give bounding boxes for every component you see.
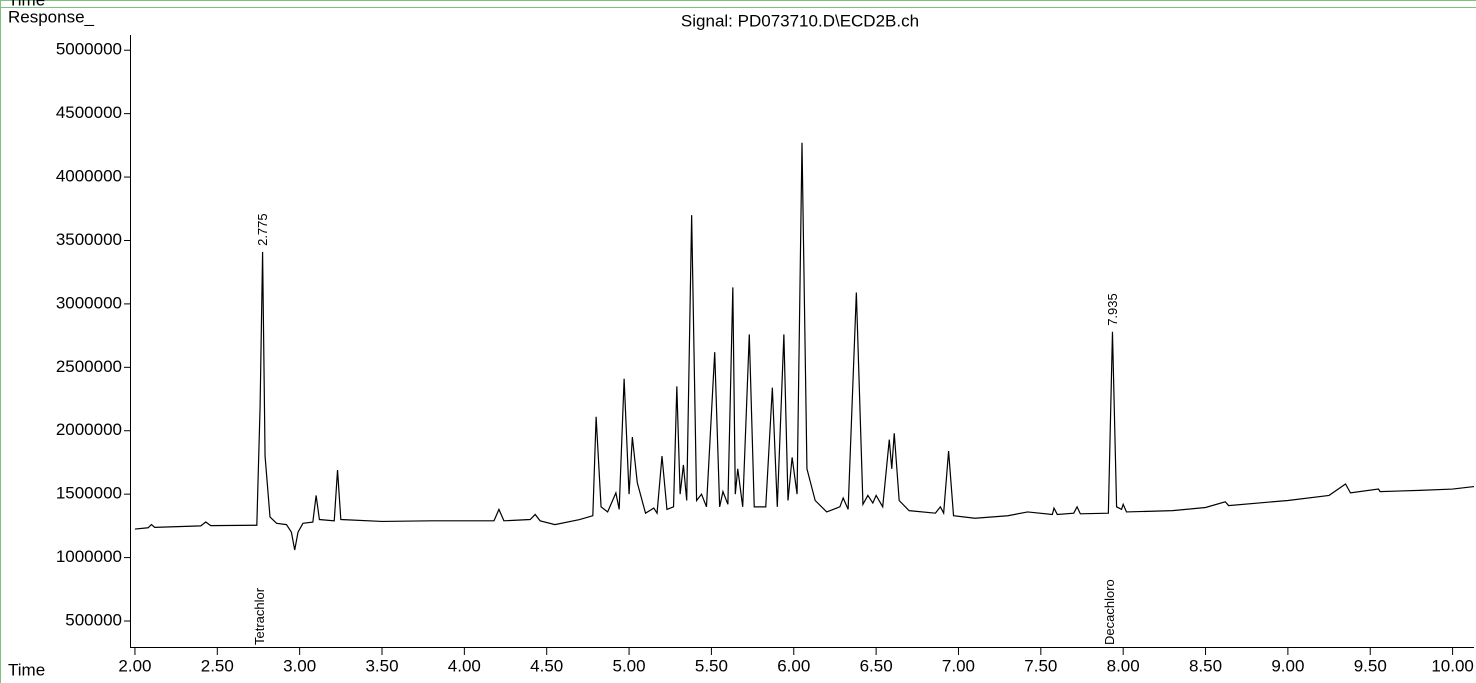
x-tick-label: 7.50 (1024, 656, 1057, 675)
y-tick-label: 4000000 (56, 167, 122, 186)
x-tick-label: 4.00 (448, 656, 481, 675)
chart-title: Signal: PD073710.D\ECD2B.ch (681, 11, 919, 30)
x-tick-label: 2.50 (201, 656, 234, 675)
x-tick-label: 5.50 (695, 656, 728, 675)
corner-label: Time (8, 0, 45, 9)
compound-label: Decachloro (1102, 579, 1117, 645)
y-tick-label: 1500000 (56, 484, 122, 503)
x-tick-label: 5.00 (613, 656, 646, 675)
x-tick-label: 8.50 (1189, 656, 1222, 675)
x-axis-label: Time (8, 660, 45, 679)
x-tick-label: 7.00 (942, 656, 975, 675)
x-tick-label: 9.50 (1354, 656, 1387, 675)
y-tick-label: 500000 (65, 610, 122, 629)
compound-label: Tetrachlor (252, 587, 267, 645)
y-tick-label: 5000000 (56, 40, 122, 59)
y-tick-label: 2500000 (56, 357, 122, 376)
y-tick-label: 1000000 (56, 547, 122, 566)
y-tick-label: 4500000 (56, 103, 122, 122)
x-tick-label: 9.00 (1271, 656, 1304, 675)
y-tick-label: 3000000 (56, 293, 122, 312)
x-tick-label: 4.50 (530, 656, 563, 675)
y-tick-label: 3500000 (56, 230, 122, 249)
peak-label: 7.935 (1105, 293, 1120, 326)
x-tick-label: 3.50 (365, 656, 398, 675)
x-tick-label: 6.00 (777, 656, 810, 675)
peak-label: 2.775 (255, 213, 270, 246)
x-tick-label: 8.00 (1107, 656, 1140, 675)
y-axis-label: Response_ (8, 7, 95, 26)
x-tick-label: 2.00 (118, 656, 151, 675)
y-tick-label: 2000000 (56, 420, 122, 439)
x-tick-label: 10.00 (1431, 656, 1474, 675)
x-tick-label: 6.50 (860, 656, 893, 675)
x-tick-label: 3.00 (283, 656, 316, 675)
signal-trace (134, 142, 1475, 551)
